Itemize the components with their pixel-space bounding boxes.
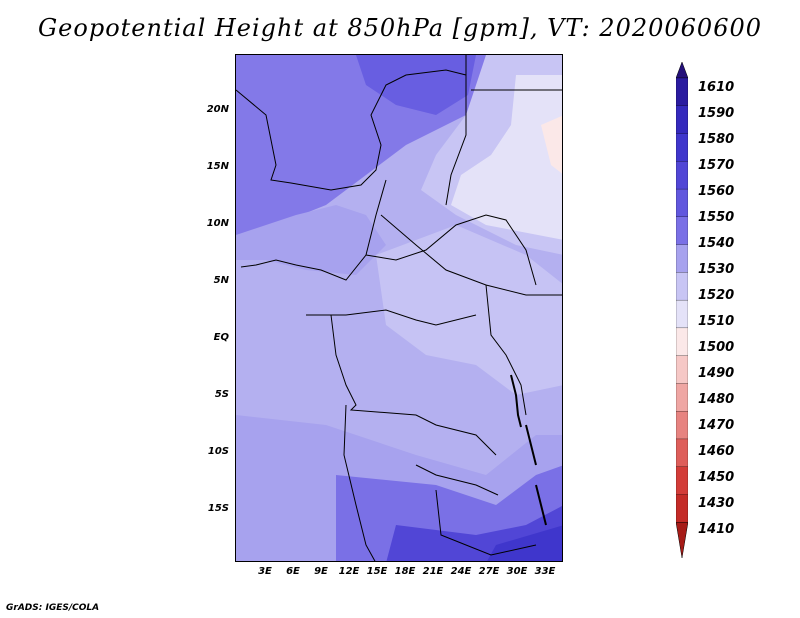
colorbar (676, 62, 688, 558)
colorbar-segment (676, 105, 688, 135)
colorbar-label: 1410 (698, 522, 735, 537)
colorbar-label: 1510 (698, 314, 735, 329)
lon-label: 6E (286, 566, 300, 577)
colorbar-segment (676, 383, 688, 412)
colorbar-label: 1590 (698, 106, 735, 121)
lat-label: 20N (206, 104, 229, 115)
colorbar-label: 1450 (698, 470, 735, 485)
colorbar-segment (676, 161, 688, 190)
map-field (236, 55, 562, 561)
colorbar-segment (676, 272, 688, 301)
lon-label: 18E (394, 566, 416, 577)
lat-label: 15N (206, 161, 229, 172)
colorbar-label: 1540 (698, 236, 735, 251)
lat-label: 5S (214, 389, 229, 400)
chart-title: Geopotential Height at 850hPa [gpm], VT:… (38, 14, 762, 42)
colorbar-label: 1470 (698, 418, 735, 433)
lat-label: 5N (213, 275, 229, 286)
lon-label: 15E (366, 566, 388, 577)
lon-label: 3E (258, 566, 272, 577)
credit-text: GrADS: IGES/COLA (6, 603, 100, 613)
colorbar-label: 1580 (698, 132, 735, 147)
colorbar-segment (676, 466, 688, 496)
lon-label: 33E (534, 566, 556, 577)
lon-label: 30E (506, 566, 528, 577)
colorbar-label: 1560 (698, 184, 735, 199)
colorbar-segment (676, 494, 688, 523)
colorbar-top-arrow (676, 62, 688, 79)
lon-label: 12E (338, 566, 360, 577)
lat-label: 10N (206, 218, 229, 229)
colorbar-label: 1550 (698, 210, 735, 225)
colorbar-segment (676, 133, 688, 162)
colorbar-label: 1490 (698, 366, 735, 381)
lon-label: 21E (422, 566, 444, 577)
colorbar-label: 1480 (698, 392, 735, 407)
colorbar-label: 1520 (698, 288, 735, 303)
lat-label: EQ (213, 332, 229, 343)
colorbar-segment (676, 327, 688, 357)
lon-label: 9E (314, 566, 328, 577)
map-panel (235, 54, 563, 562)
lon-label: 27E (478, 566, 500, 577)
lon-label: 24E (450, 566, 472, 577)
colorbar-label: 1460 (698, 444, 735, 459)
colorbar-segment (676, 188, 688, 218)
colorbar-segment (676, 244, 688, 274)
colorbar-label: 1610 (698, 80, 735, 95)
colorbar-segment (676, 216, 688, 246)
colorbar-segment (676, 77, 688, 107)
colorbar-segment (676, 438, 688, 468)
colorbar-label: 1530 (698, 262, 735, 277)
colorbar-label: 1430 (698, 496, 735, 511)
lat-label: 15S (207, 503, 229, 514)
colorbar-segment (676, 299, 688, 329)
colorbar-segment (676, 355, 688, 385)
colorbar-segment (676, 411, 688, 440)
colorbar-bottom-arrow (676, 521, 688, 558)
lat-label: 10S (207, 446, 229, 457)
colorbar-label: 1570 (698, 158, 735, 173)
colorbar-label: 1500 (698, 340, 735, 355)
